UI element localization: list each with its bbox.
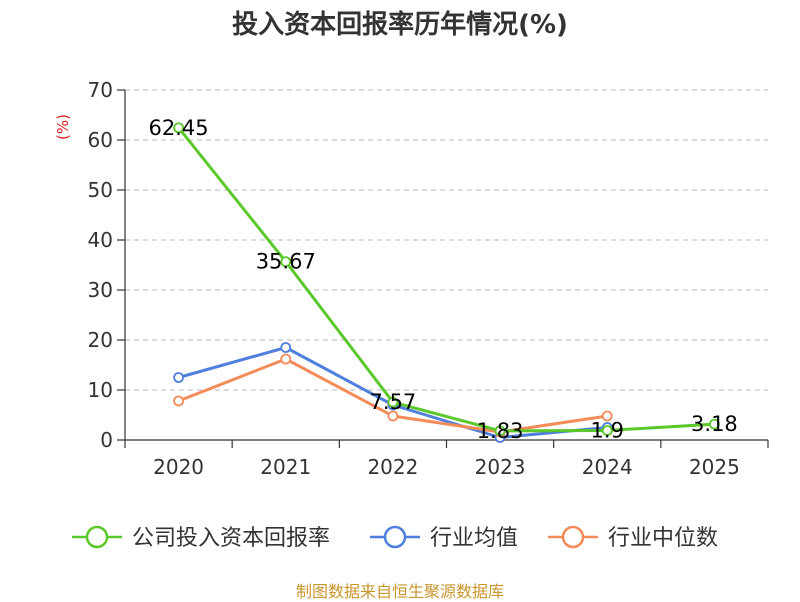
data-point: [280, 256, 292, 268]
data-point: [387, 396, 399, 408]
x-tick-label: 2021: [260, 455, 311, 479]
legend-swatch-marker: [561, 525, 585, 549]
y-tick-label: 30: [88, 278, 113, 302]
legend-swatch-marker: [383, 525, 407, 549]
y-tick-label: 60: [88, 128, 113, 152]
x-tick-label: 2023: [475, 455, 526, 479]
data-labels: 62.45 35.67 7.57 1.83 1.9 3.18: [149, 116, 738, 443]
data-point: [280, 342, 292, 353]
source-note: 制图数据来自恒生聚源数据库: [295, 582, 504, 601]
y-tick-label: 40: [88, 228, 113, 252]
grid: [125, 89, 768, 391]
data-label: 7.57: [370, 390, 417, 414]
series: [173, 122, 720, 443]
legend-item: 公司投入资本回报率: [72, 525, 330, 551]
axes: 0 10 20 30 40 50 60 70 2020 2021 2022 2023 2024 2025 (…: [54, 78, 769, 479]
y-tick-label: 70: [88, 78, 113, 102]
data-label: 1.83: [477, 419, 524, 443]
data-point: [173, 122, 184, 134]
y-tick-label: 10: [88, 378, 113, 402]
data-point: [601, 425, 613, 436]
legend-item: 行业均值: [370, 525, 518, 551]
data-point: [173, 372, 184, 383]
data-point: [387, 410, 399, 422]
legend-label: 公司投入资本回报率: [132, 526, 330, 551]
x-tick-label: 2024: [582, 455, 633, 479]
data-label: 1.9: [591, 419, 624, 443]
legend-label: 行业均值: [430, 526, 518, 551]
data-label: 3.18: [691, 412, 738, 436]
data-label: 35.67: [256, 250, 316, 274]
data-point: [494, 425, 506, 437]
data-point: [601, 410, 613, 422]
data-point: [709, 418, 720, 430]
data-point: [173, 395, 184, 407]
y-axis-label: (%): [54, 114, 72, 140]
series-line-0: [177, 126, 715, 433]
chart-title: 投入资本回报率历年情况(%): [232, 10, 568, 40]
data-label: 62.45: [149, 116, 209, 140]
y-tick-label: 0: [100, 428, 113, 452]
legend: 公司投入资本回报率 行业均值 行业中位数: [72, 525, 718, 551]
x-tick-label: 2020: [153, 455, 204, 479]
legend-item: 行业中位数: [548, 525, 718, 551]
y-tick-label: 20: [88, 328, 113, 352]
data-point: [280, 353, 292, 365]
x-tick-label: 2025: [689, 455, 740, 479]
legend-swatch-marker: [85, 525, 109, 549]
legend-label: 行业中位数: [608, 526, 718, 551]
y-tick-label: 50: [88, 178, 113, 202]
x-tick-label: 2022: [367, 455, 418, 479]
